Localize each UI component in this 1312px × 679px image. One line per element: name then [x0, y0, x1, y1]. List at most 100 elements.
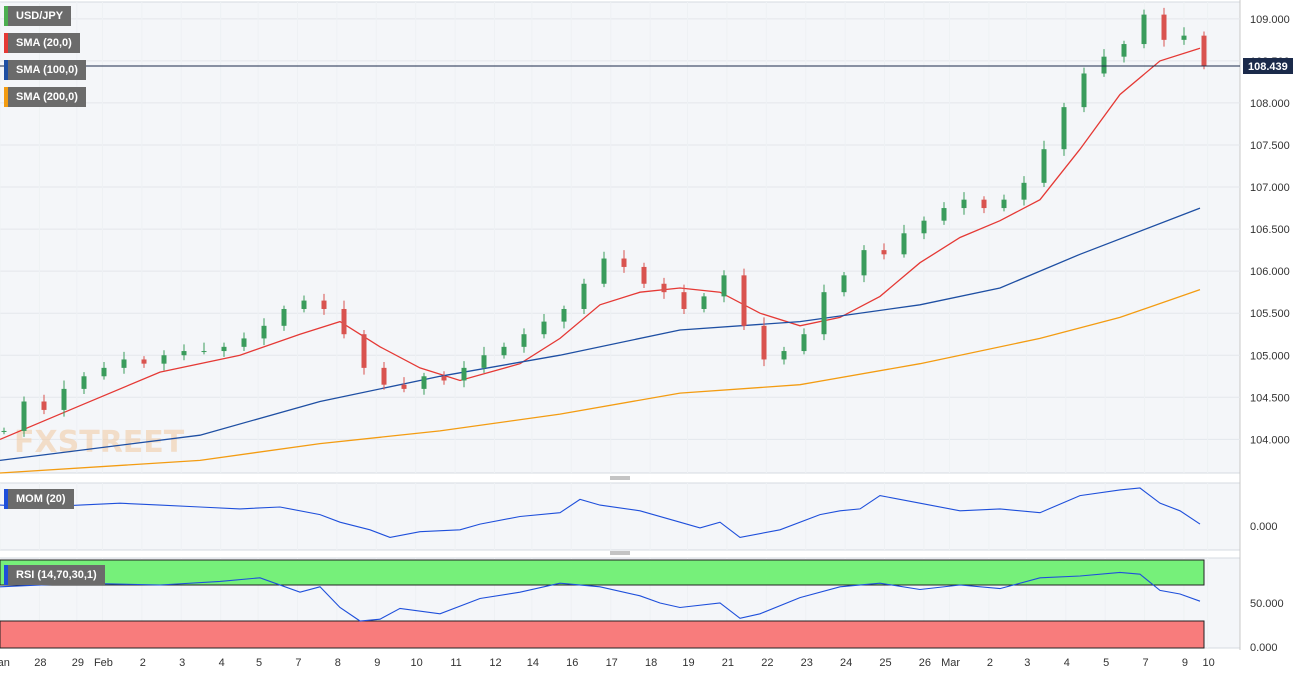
candle-body [741, 275, 747, 326]
legend-usdjpy-label: USD/JPY [16, 10, 64, 22]
candle-body [621, 258, 627, 267]
candle-body [701, 296, 707, 309]
candle-body [1021, 182, 1027, 200]
candle-body [1001, 199, 1007, 209]
panel-bg-0 [0, 1, 1241, 474]
x-tick-label: 3 [1024, 657, 1030, 669]
candle-body [81, 376, 87, 389]
candle-body [1121, 44, 1127, 57]
candle-body [1101, 56, 1107, 74]
candle-body [41, 401, 47, 410]
x-tick-label: 23 [801, 657, 813, 669]
candle-body [441, 376, 447, 381]
legend-rsi: RSI (14,70,30,1) [4, 565, 105, 585]
rsi-y-tick: 0.000 [1250, 642, 1278, 654]
y-tick-label: 107.000 [1250, 182, 1290, 194]
candle-body [141, 359, 147, 364]
candle-body [121, 359, 127, 368]
x-tick-label: 24 [840, 657, 852, 669]
x-tick-label: 4 [219, 657, 225, 669]
candle-body [801, 334, 807, 352]
x-tick-label: Jan [0, 657, 10, 669]
watermark: FXSTREET [14, 425, 185, 460]
mom-line [0, 487, 1201, 538]
candle-body [881, 250, 887, 255]
candle-body [721, 275, 727, 297]
candle-body [461, 367, 467, 381]
rsi-line [0, 571, 1201, 622]
candle-body [581, 283, 587, 309]
x-tick-label: Mar [941, 657, 960, 669]
current-price-tag [1243, 58, 1293, 75]
x-tick-label: 7 [1143, 657, 1149, 669]
y-tick-label: 105.500 [1250, 308, 1290, 320]
candle-body [1, 430, 7, 432]
candle-body [981, 199, 987, 209]
x-tick-label: 4 [1064, 657, 1070, 669]
candle-body [1061, 107, 1067, 150]
x-tick-label: 14 [527, 657, 539, 669]
x-tick-label: 22 [761, 657, 773, 669]
legend-sma20: SMA (20,0) [4, 33, 80, 53]
candle-body [901, 233, 907, 255]
candle-body [1041, 149, 1047, 183]
candle-body [301, 300, 307, 309]
legend-sma200-label: SMA (200,0) [16, 91, 78, 103]
x-tick-label: 9 [374, 657, 380, 669]
candle-body [1161, 14, 1167, 40]
x-tick-label: 16 [566, 657, 578, 669]
candle-body [821, 292, 827, 335]
x-tick-label: 5 [256, 657, 262, 669]
candle-body [661, 283, 667, 293]
legend-usdjpy: USD/JPY [4, 6, 72, 26]
candle-body [381, 367, 387, 385]
y-tick-label: 108.000 [1250, 98, 1290, 110]
candle-body [1181, 35, 1187, 40]
x-tick-label: 9 [1182, 657, 1188, 669]
candle-body [601, 258, 607, 284]
x-tick-label: 10 [411, 657, 423, 669]
candle-body [561, 308, 567, 322]
candle-body [361, 334, 367, 368]
candle-body [421, 376, 427, 389]
panel-bg-1 [0, 482, 1241, 551]
candle-body [61, 388, 67, 410]
y-tick-label: 104.500 [1250, 392, 1290, 404]
y-tick-label: 106.000 [1250, 266, 1290, 278]
candle-body [341, 308, 347, 335]
candle-body [401, 384, 407, 389]
x-tick-label: 17 [606, 657, 618, 669]
x-tick-label: 25 [879, 657, 891, 669]
candle-body [21, 401, 27, 431]
legend-sma100: SMA (100,0) [4, 60, 86, 80]
sma-line-1 [0, 207, 1201, 462]
x-tick-label: Feb [94, 657, 113, 669]
rsi-y-tick: 50.000 [1250, 598, 1284, 610]
rsi-overbought-zone [0, 559, 1205, 586]
x-tick-label: 11 [450, 657, 461, 669]
candle-body [941, 208, 947, 221]
y-tick-label: 104.000 [1250, 434, 1290, 446]
candle-body [921, 220, 927, 234]
y-tick-label: 109.000 [1250, 14, 1290, 26]
candle-body [481, 355, 487, 368]
candle-body [181, 351, 187, 356]
x-tick-label: 7 [295, 657, 301, 669]
legend-sma100-label: SMA (100,0) [16, 64, 78, 76]
candle-body [1081, 73, 1087, 108]
candle-body [681, 292, 687, 309]
candle-body [781, 351, 787, 360]
x-tick-label: 18 [645, 657, 657, 669]
candle-body [201, 351, 207, 353]
x-tick-label: 26 [919, 657, 931, 669]
candle-body [101, 367, 107, 377]
candle-body [641, 266, 647, 284]
candle-body [281, 308, 287, 326]
y-tick-label: 106.500 [1250, 224, 1290, 236]
x-tick-label: 8 [335, 657, 341, 669]
candle-body [1201, 35, 1207, 66]
x-tick-label: 10 [1202, 657, 1214, 669]
candle-body [1141, 14, 1147, 45]
